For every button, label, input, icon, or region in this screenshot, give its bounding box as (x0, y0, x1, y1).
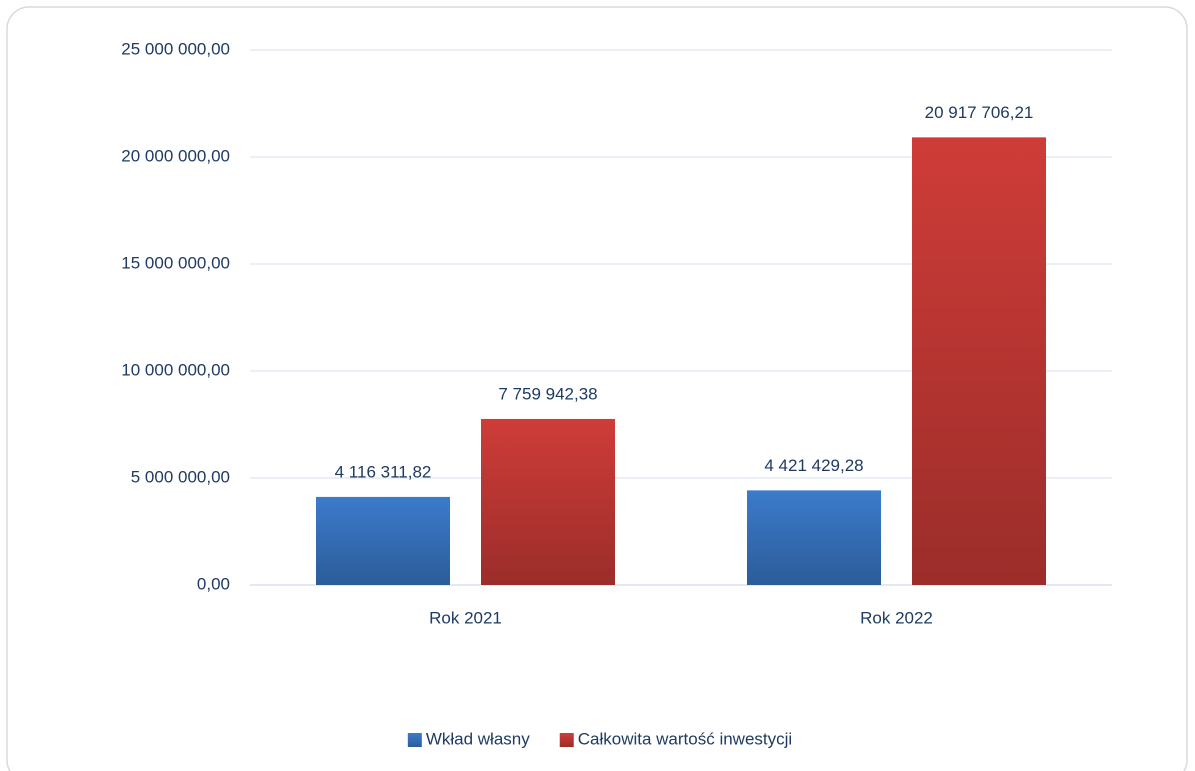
x-tick-label: Rok 2022 (860, 608, 933, 627)
bar (912, 137, 1046, 585)
legend-label: Całkowita wartość inwestycji (578, 729, 792, 748)
y-tick-label: 5 000 000,00 (131, 467, 230, 486)
bar (747, 490, 881, 585)
y-tick-label: 15 000 000,00 (121, 253, 230, 272)
x-tick-label: Rok 2021 (429, 608, 502, 627)
legend-item: Całkowita wartość inwestycji (559, 729, 792, 748)
y-tick-label: 20 000 000,00 (121, 146, 230, 165)
data-label: 20 917 706,21 (925, 103, 1034, 122)
legend-swatch (559, 733, 574, 747)
legend-label: Wkład własny (426, 729, 530, 748)
data-label: 4 116 311,82 (335, 462, 432, 481)
legend-swatch (407, 733, 422, 747)
y-tick-label: 0,00 (197, 574, 230, 593)
bar (481, 418, 615, 585)
data-label: 7 759 942,38 (498, 384, 597, 403)
y-tick-label: 10 000 000,00 (121, 360, 230, 379)
data-label: 4 421 429,28 (764, 456, 863, 475)
bar (316, 496, 450, 585)
legend-item: Wkład własny (407, 729, 530, 748)
y-tick-label: 25 000 000,00 (121, 39, 230, 58)
chart-frame (6, 6, 1188, 771)
